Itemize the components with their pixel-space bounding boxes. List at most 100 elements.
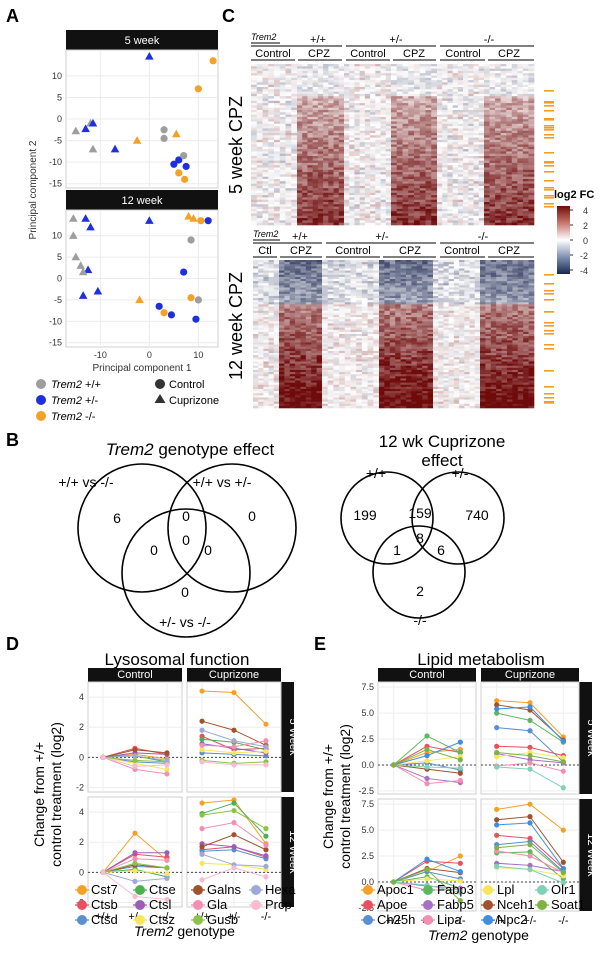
heat-cell bbox=[517, 172, 524, 175]
heat-cell bbox=[344, 192, 350, 196]
heat-cell bbox=[322, 405, 328, 409]
heat-cell bbox=[274, 137, 281, 141]
heat-cell bbox=[517, 165, 524, 168]
heat-cell bbox=[333, 91, 340, 95]
heat-cell bbox=[349, 119, 355, 122]
heat-cell bbox=[402, 169, 409, 173]
heat-cell bbox=[333, 126, 340, 129]
heat-cell bbox=[279, 344, 285, 347]
heat-cell bbox=[323, 211, 329, 214]
heat-cell bbox=[338, 89, 345, 92]
heat-cell bbox=[297, 112, 303, 115]
pca-point bbox=[192, 315, 200, 323]
heat-cell bbox=[333, 281, 340, 284]
heat-cell bbox=[338, 183, 345, 187]
heat-cell bbox=[279, 130, 286, 134]
heat-cell bbox=[408, 103, 415, 106]
heat-cell bbox=[327, 306, 334, 309]
heat-cell bbox=[511, 197, 518, 200]
heat-cell bbox=[370, 220, 376, 223]
heat-cell bbox=[414, 64, 421, 67]
heat-cell bbox=[291, 123, 298, 127]
heat-cell bbox=[408, 181, 415, 184]
heat-cell bbox=[253, 405, 259, 409]
heat-cell bbox=[391, 208, 398, 212]
heat-cell bbox=[262, 176, 269, 180]
heat-cell bbox=[517, 93, 524, 97]
heat-cell bbox=[495, 89, 501, 92]
heat-cell bbox=[447, 137, 453, 141]
heat-cell bbox=[408, 208, 415, 212]
heat-cell bbox=[316, 391, 323, 394]
heat-cell bbox=[328, 107, 334, 111]
heat-cell bbox=[279, 172, 286, 175]
heat-cell bbox=[385, 162, 392, 166]
heat-cell bbox=[338, 87, 345, 90]
heat-cell bbox=[396, 91, 403, 95]
heat-cell bbox=[370, 176, 376, 180]
heat-cell bbox=[279, 376, 285, 379]
heat-cell bbox=[307, 218, 313, 221]
heat-cell bbox=[391, 181, 398, 184]
heat-cell bbox=[437, 188, 443, 191]
heat-cell bbox=[258, 266, 264, 269]
heat-cell bbox=[380, 144, 387, 148]
heat-cell bbox=[253, 298, 259, 301]
heat-cell bbox=[323, 169, 329, 173]
heat-cell bbox=[354, 153, 360, 157]
heat-cell bbox=[274, 181, 281, 184]
heat-cell bbox=[414, 123, 421, 127]
heat-cell bbox=[391, 112, 398, 115]
heat-cell bbox=[408, 151, 415, 154]
heat-cell bbox=[256, 87, 263, 90]
heat-cell bbox=[251, 172, 258, 175]
heat-cell bbox=[478, 192, 485, 196]
heat-cell bbox=[284, 346, 291, 350]
heat-cell bbox=[522, 130, 529, 134]
heat-cell bbox=[442, 73, 448, 76]
pca-y-tick: -5 bbox=[54, 136, 62, 146]
heat-cell bbox=[333, 206, 340, 210]
legend-label-control: Control bbox=[169, 379, 204, 391]
heat-cell bbox=[431, 222, 438, 226]
heat-cell bbox=[380, 167, 387, 171]
heat-cell bbox=[452, 202, 459, 205]
heat-cell bbox=[511, 208, 518, 212]
heat-cell bbox=[489, 123, 496, 127]
heat-cell bbox=[316, 378, 323, 381]
heat-cell bbox=[431, 66, 438, 69]
heat-cell bbox=[327, 308, 334, 312]
heat-cell bbox=[511, 84, 518, 88]
heat-cell bbox=[333, 289, 340, 293]
heat-cell bbox=[463, 192, 469, 196]
heat-cell bbox=[506, 151, 513, 154]
heat-cell bbox=[511, 126, 518, 129]
heat-cell bbox=[273, 359, 280, 362]
heat-cell bbox=[285, 213, 292, 217]
heat-cell bbox=[322, 342, 328, 345]
heat-cell bbox=[495, 160, 501, 164]
heat-cell bbox=[300, 348, 307, 352]
heat-cell bbox=[279, 149, 286, 152]
heat-cell bbox=[268, 208, 275, 212]
heat-cell bbox=[495, 133, 501, 136]
heat-cell bbox=[414, 165, 421, 168]
heat-cell bbox=[328, 139, 334, 143]
heat-cell bbox=[349, 188, 355, 191]
heat-cell bbox=[528, 222, 535, 226]
heat-cell bbox=[327, 321, 334, 324]
heat-cell bbox=[311, 348, 317, 352]
heat-cell bbox=[333, 314, 340, 318]
heat-treatment-label: CPZ bbox=[498, 245, 520, 257]
heat-cell bbox=[251, 80, 258, 83]
heat-cell bbox=[500, 77, 507, 81]
heat-cell bbox=[289, 338, 296, 341]
heat-cell bbox=[328, 218, 334, 221]
heat-cell bbox=[354, 80, 360, 83]
heat-cell bbox=[285, 91, 292, 95]
heat-cell bbox=[338, 135, 345, 138]
heat-cell bbox=[295, 399, 301, 402]
heat-cell bbox=[312, 112, 319, 115]
heat-cell bbox=[333, 70, 340, 74]
heat-cell bbox=[484, 105, 490, 108]
